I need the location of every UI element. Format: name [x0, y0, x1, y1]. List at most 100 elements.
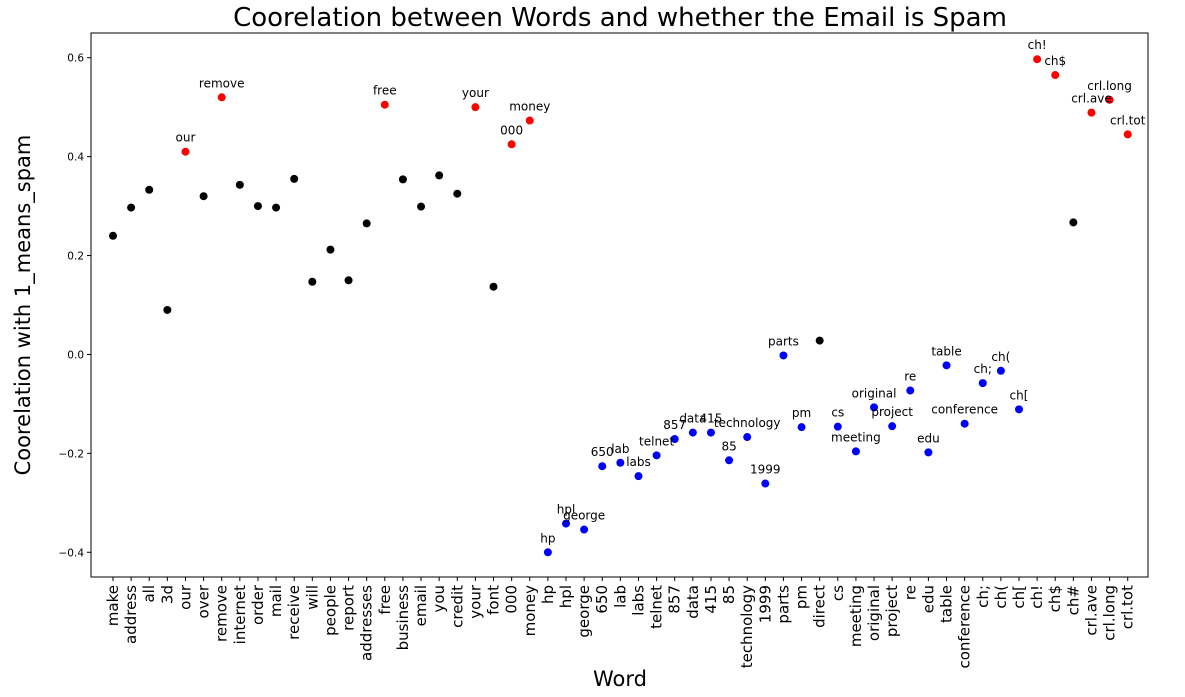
data-point: [978, 379, 987, 388]
point-annotation: telnet: [639, 434, 674, 448]
point-annotation: remove: [199, 76, 245, 90]
data-point: [996, 366, 1005, 375]
point-annotation: ch[: [1010, 388, 1029, 402]
data-point: [1087, 108, 1096, 117]
data-point: [145, 185, 154, 194]
point-annotation: ch!: [1028, 38, 1047, 52]
x-tick-label: hpl: [557, 585, 575, 608]
x-tick-label: our: [176, 584, 194, 610]
x-tick-label: ch!: [1028, 585, 1046, 609]
x-tick-label: technology: [738, 585, 756, 668]
x-tick-label: font: [485, 585, 503, 615]
data-point: [670, 435, 679, 444]
x-tick-label: labs: [629, 585, 647, 616]
x-tick-label: ch$: [1046, 585, 1064, 612]
x-tick-label: re: [901, 585, 919, 600]
x-tick-label: project: [883, 585, 901, 637]
data-point: [344, 276, 353, 285]
data-point: [362, 219, 371, 228]
x-tick-label: conference: [956, 585, 974, 669]
point-annotation: your: [462, 86, 489, 100]
data-point: [489, 282, 498, 291]
point-annotation: original: [852, 386, 897, 400]
point-annotation: ch;: [974, 362, 992, 376]
data-point: [398, 175, 407, 184]
data-point: [942, 361, 951, 370]
x-tick-label: 650: [593, 585, 611, 614]
data-point: [888, 422, 897, 431]
point-annotation: 85: [721, 439, 736, 453]
data-point: [761, 479, 770, 488]
data-point: [906, 386, 915, 395]
data-point: [253, 202, 262, 211]
point-annotation: meeting: [831, 430, 881, 444]
data-point: [851, 447, 860, 456]
x-tick-label: free: [376, 585, 394, 615]
data-point: [870, 403, 879, 412]
data-point: [380, 100, 389, 109]
data-point: [743, 433, 752, 442]
x-tick-label: 415: [702, 585, 720, 614]
x-tick-label: 3d: [158, 585, 176, 604]
data-point: [1105, 95, 1114, 104]
x-tick-label: george: [575, 585, 593, 638]
point-annotation: project: [871, 405, 913, 419]
data-point: [181, 147, 190, 156]
x-tick-label: pm: [793, 585, 811, 609]
point-annotation: technology: [714, 416, 781, 430]
x-tick-label: people: [321, 585, 339, 636]
data-point: [1051, 71, 1060, 80]
x-tick-label: receive: [285, 585, 303, 640]
data-point: [562, 519, 570, 528]
x-tick-label: crl.tot: [1119, 585, 1137, 629]
x-tick-label: 85: [720, 585, 738, 604]
point-annotation: cs: [831, 406, 844, 420]
data-point: [471, 103, 480, 112]
data-point: [308, 277, 317, 286]
data-point: [1123, 130, 1132, 139]
data-point: [163, 305, 172, 314]
point-annotation: data: [679, 412, 706, 426]
point-annotation: pm: [792, 406, 811, 420]
x-tick-label: table: [938, 585, 956, 623]
data-point: [453, 189, 462, 198]
x-tick-label: ch[: [1010, 585, 1028, 609]
x-tick-label: will: [303, 585, 321, 610]
point-annotation: 1999: [750, 463, 781, 477]
point-annotation: ch$: [1044, 54, 1066, 68]
x-tick-label: business: [394, 585, 412, 651]
point-annotation: 650: [591, 445, 614, 459]
data-point: [290, 174, 299, 183]
x-tick-label: edu: [919, 585, 937, 613]
data-point: [725, 456, 734, 465]
point-annotation: edu: [917, 431, 940, 445]
data-point: [634, 472, 643, 481]
point-annotation: free: [373, 84, 397, 98]
x-tick-label: over: [195, 584, 213, 618]
point-annotation: crl.ave: [1071, 92, 1112, 106]
data-point: [797, 423, 806, 432]
plot-area-frame: [90, 32, 1149, 578]
x-axis: make address all 3d our over remove internet ord…: [104, 577, 1137, 669]
data-point: [598, 462, 607, 471]
data-point: [235, 180, 244, 189]
point-annotation: 857: [663, 418, 686, 432]
data-point: [109, 231, 117, 240]
data-point: [272, 203, 281, 212]
y-tick-label: 0.4: [67, 152, 84, 164]
x-tick-label: hp: [539, 585, 557, 604]
x-tick-label: cs: [829, 585, 847, 601]
x-tick-label: crl.ave: [1082, 585, 1100, 636]
point-annotation: our: [176, 131, 196, 145]
point-annotation: re: [904, 370, 916, 384]
data-point: [580, 525, 589, 534]
data-point: [652, 451, 661, 460]
data-point: [525, 116, 534, 125]
x-tick-label: ch(: [992, 585, 1010, 609]
x-tick-label: your: [466, 584, 484, 619]
x-tick-label: 000: [503, 585, 521, 614]
x-tick-label: telnet: [648, 585, 666, 629]
point-annotation: george: [563, 509, 605, 523]
x-tick-label: data: [684, 585, 702, 619]
